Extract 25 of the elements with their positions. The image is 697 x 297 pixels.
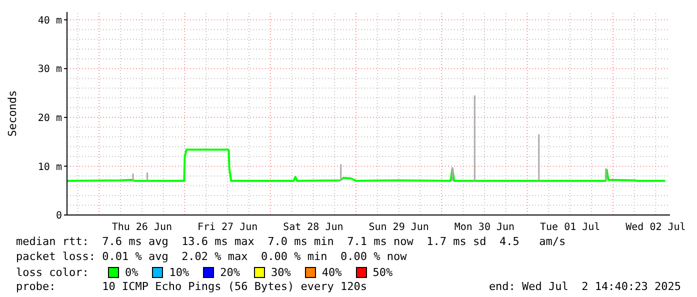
- legend-title: loss color:: [16, 266, 90, 279]
- text: 30%: [270, 266, 291, 279]
- line-series: [67, 148, 666, 182]
- y-axis-title: Seconds: [6, 90, 19, 137]
- text: 0%: [124, 266, 138, 279]
- y-tick-label: 20 m: [38, 112, 62, 124]
- text: 10%: [168, 266, 190, 279]
- text: median rtt: 7.6 ms avg 13.6 ms max 7.0 ms min 7.1 ms now 1.7 ms sd 4.5 am/s: [16, 235, 567, 250]
- x-tick-label: Wed 02 Jul: [626, 222, 686, 234]
- x-tick-label: Mon 30 Jun: [454, 222, 515, 234]
- x-tick-label: Sat 28 Jun: [283, 222, 344, 234]
- text: end: Wed Jul 2 14:40:23 2025: [488, 280, 681, 295]
- x-tick-label: Thu 26 Jun: [112, 222, 172, 234]
- text: packet loss: 0.01 % avg 2.02 % max 0.00 % min 0.00 % now: [16, 250, 408, 265]
- y-tick-label: 0: [56, 210, 62, 222]
- y-tick-label: 10 m: [38, 162, 62, 173]
- y-tick-label: 40 m: [38, 15, 62, 26]
- text: 40%: [320, 266, 342, 279]
- y-tick-label: 30 m: [38, 64, 62, 76]
- text: 50%: [372, 266, 393, 279]
- x-tick-label: Tue 01 Jul: [540, 222, 600, 234]
- x-tick-label: Fri 27 Jun: [197, 222, 258, 234]
- x-tick-label: Sun 29 Jun: [368, 222, 429, 234]
- text: 20%: [219, 266, 240, 279]
- text: probe: 10 ICMP Echo Pings (56 Bytes) every 120s: [16, 280, 367, 295]
